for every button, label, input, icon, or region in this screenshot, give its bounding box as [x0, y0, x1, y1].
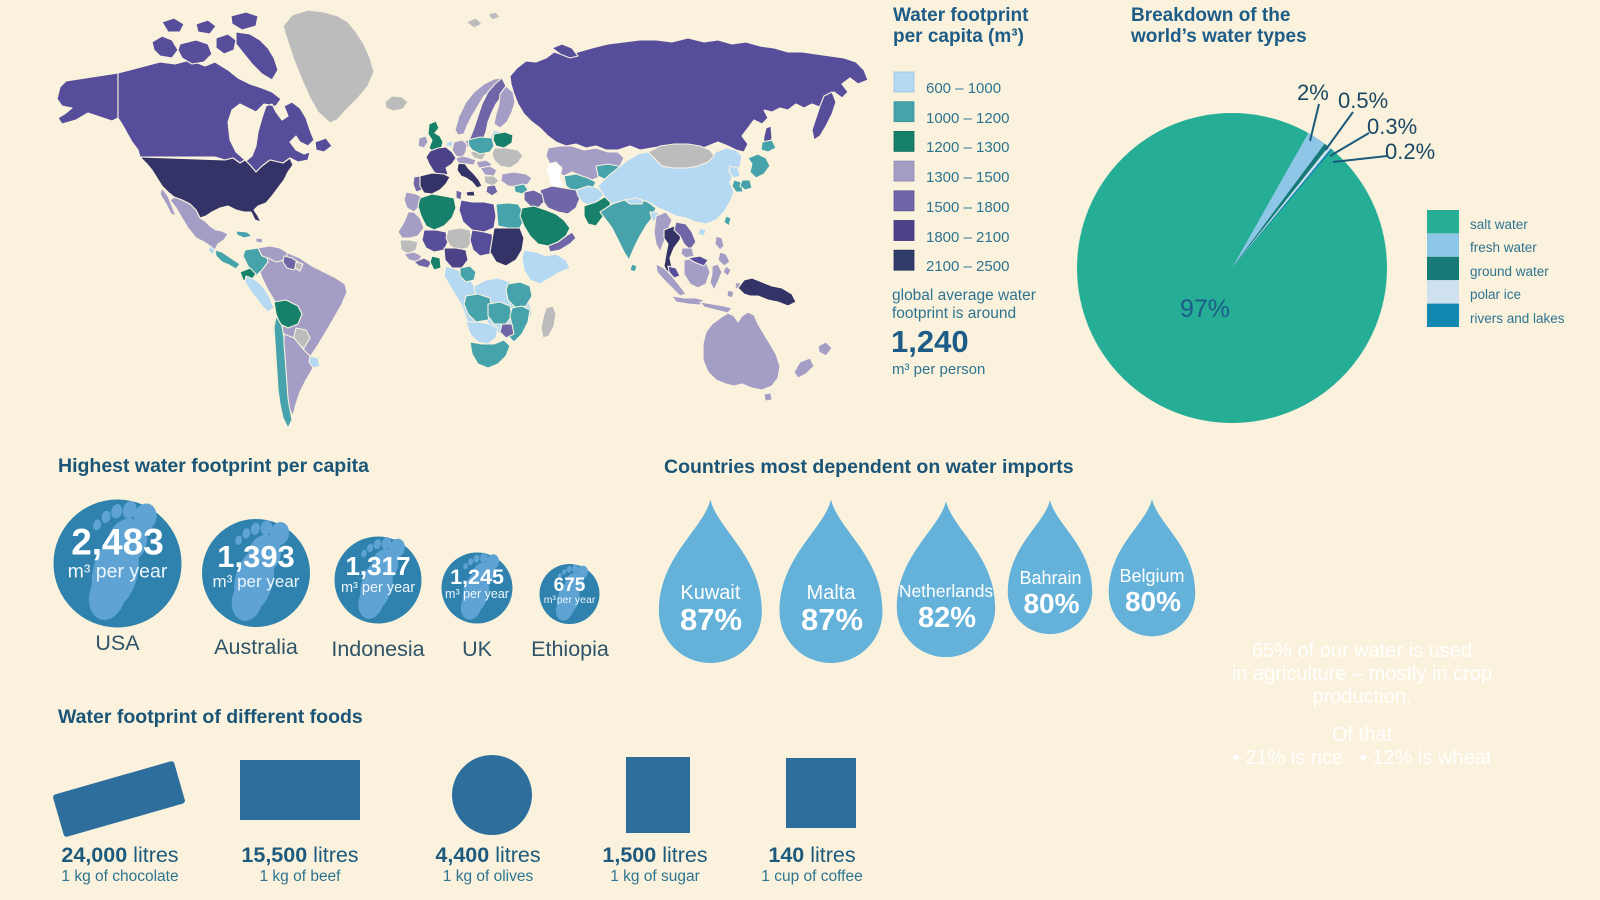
- svg-text:Netherlands: Netherlands: [899, 581, 994, 601]
- svg-text:Bahrain: Bahrain: [1019, 568, 1081, 588]
- svg-text:80%: 80%: [1023, 588, 1079, 619]
- svg-text:2,483: 2,483: [71, 522, 164, 563]
- svg-text:production.: production.: [1313, 686, 1412, 708]
- svg-text:1,245: 1,245: [450, 565, 504, 589]
- svg-text:1,393: 1,393: [217, 539, 295, 574]
- svg-text:Belgium: Belgium: [1119, 566, 1184, 586]
- svg-text:80%: 80%: [1125, 586, 1181, 617]
- svg-text:in agriculture – mostly in cro: in agriculture – mostly in crop: [1232, 663, 1492, 685]
- svg-text:87%: 87%: [680, 602, 742, 637]
- svg-text:Kuwait: Kuwait: [680, 582, 740, 604]
- svg-text:m³ per year: m³ per year: [445, 587, 509, 601]
- svg-text:m³ per year: m³ per year: [213, 572, 300, 591]
- svg-text:m³ per year: m³ per year: [68, 561, 168, 583]
- svg-text:82%: 82%: [918, 602, 976, 634]
- svg-text:• 21% is rice • 12% is wheat: • 21% is rice • 12% is wheat: [1233, 747, 1492, 769]
- svg-text:87%: 87%: [801, 602, 863, 637]
- svg-text:1,317: 1,317: [345, 551, 410, 581]
- svg-text:Malta: Malta: [807, 582, 857, 604]
- svg-text:m³ per year: m³ per year: [341, 580, 415, 596]
- svg-text:Of that: Of that: [1332, 724, 1392, 746]
- svg-text:675: 675: [554, 575, 586, 596]
- svg-text:97%: 97%: [1180, 295, 1230, 323]
- svg-text:m³ per year: m³ per year: [544, 594, 596, 606]
- svg-text:65% of our water is used: 65% of our water is used: [1252, 640, 1472, 662]
